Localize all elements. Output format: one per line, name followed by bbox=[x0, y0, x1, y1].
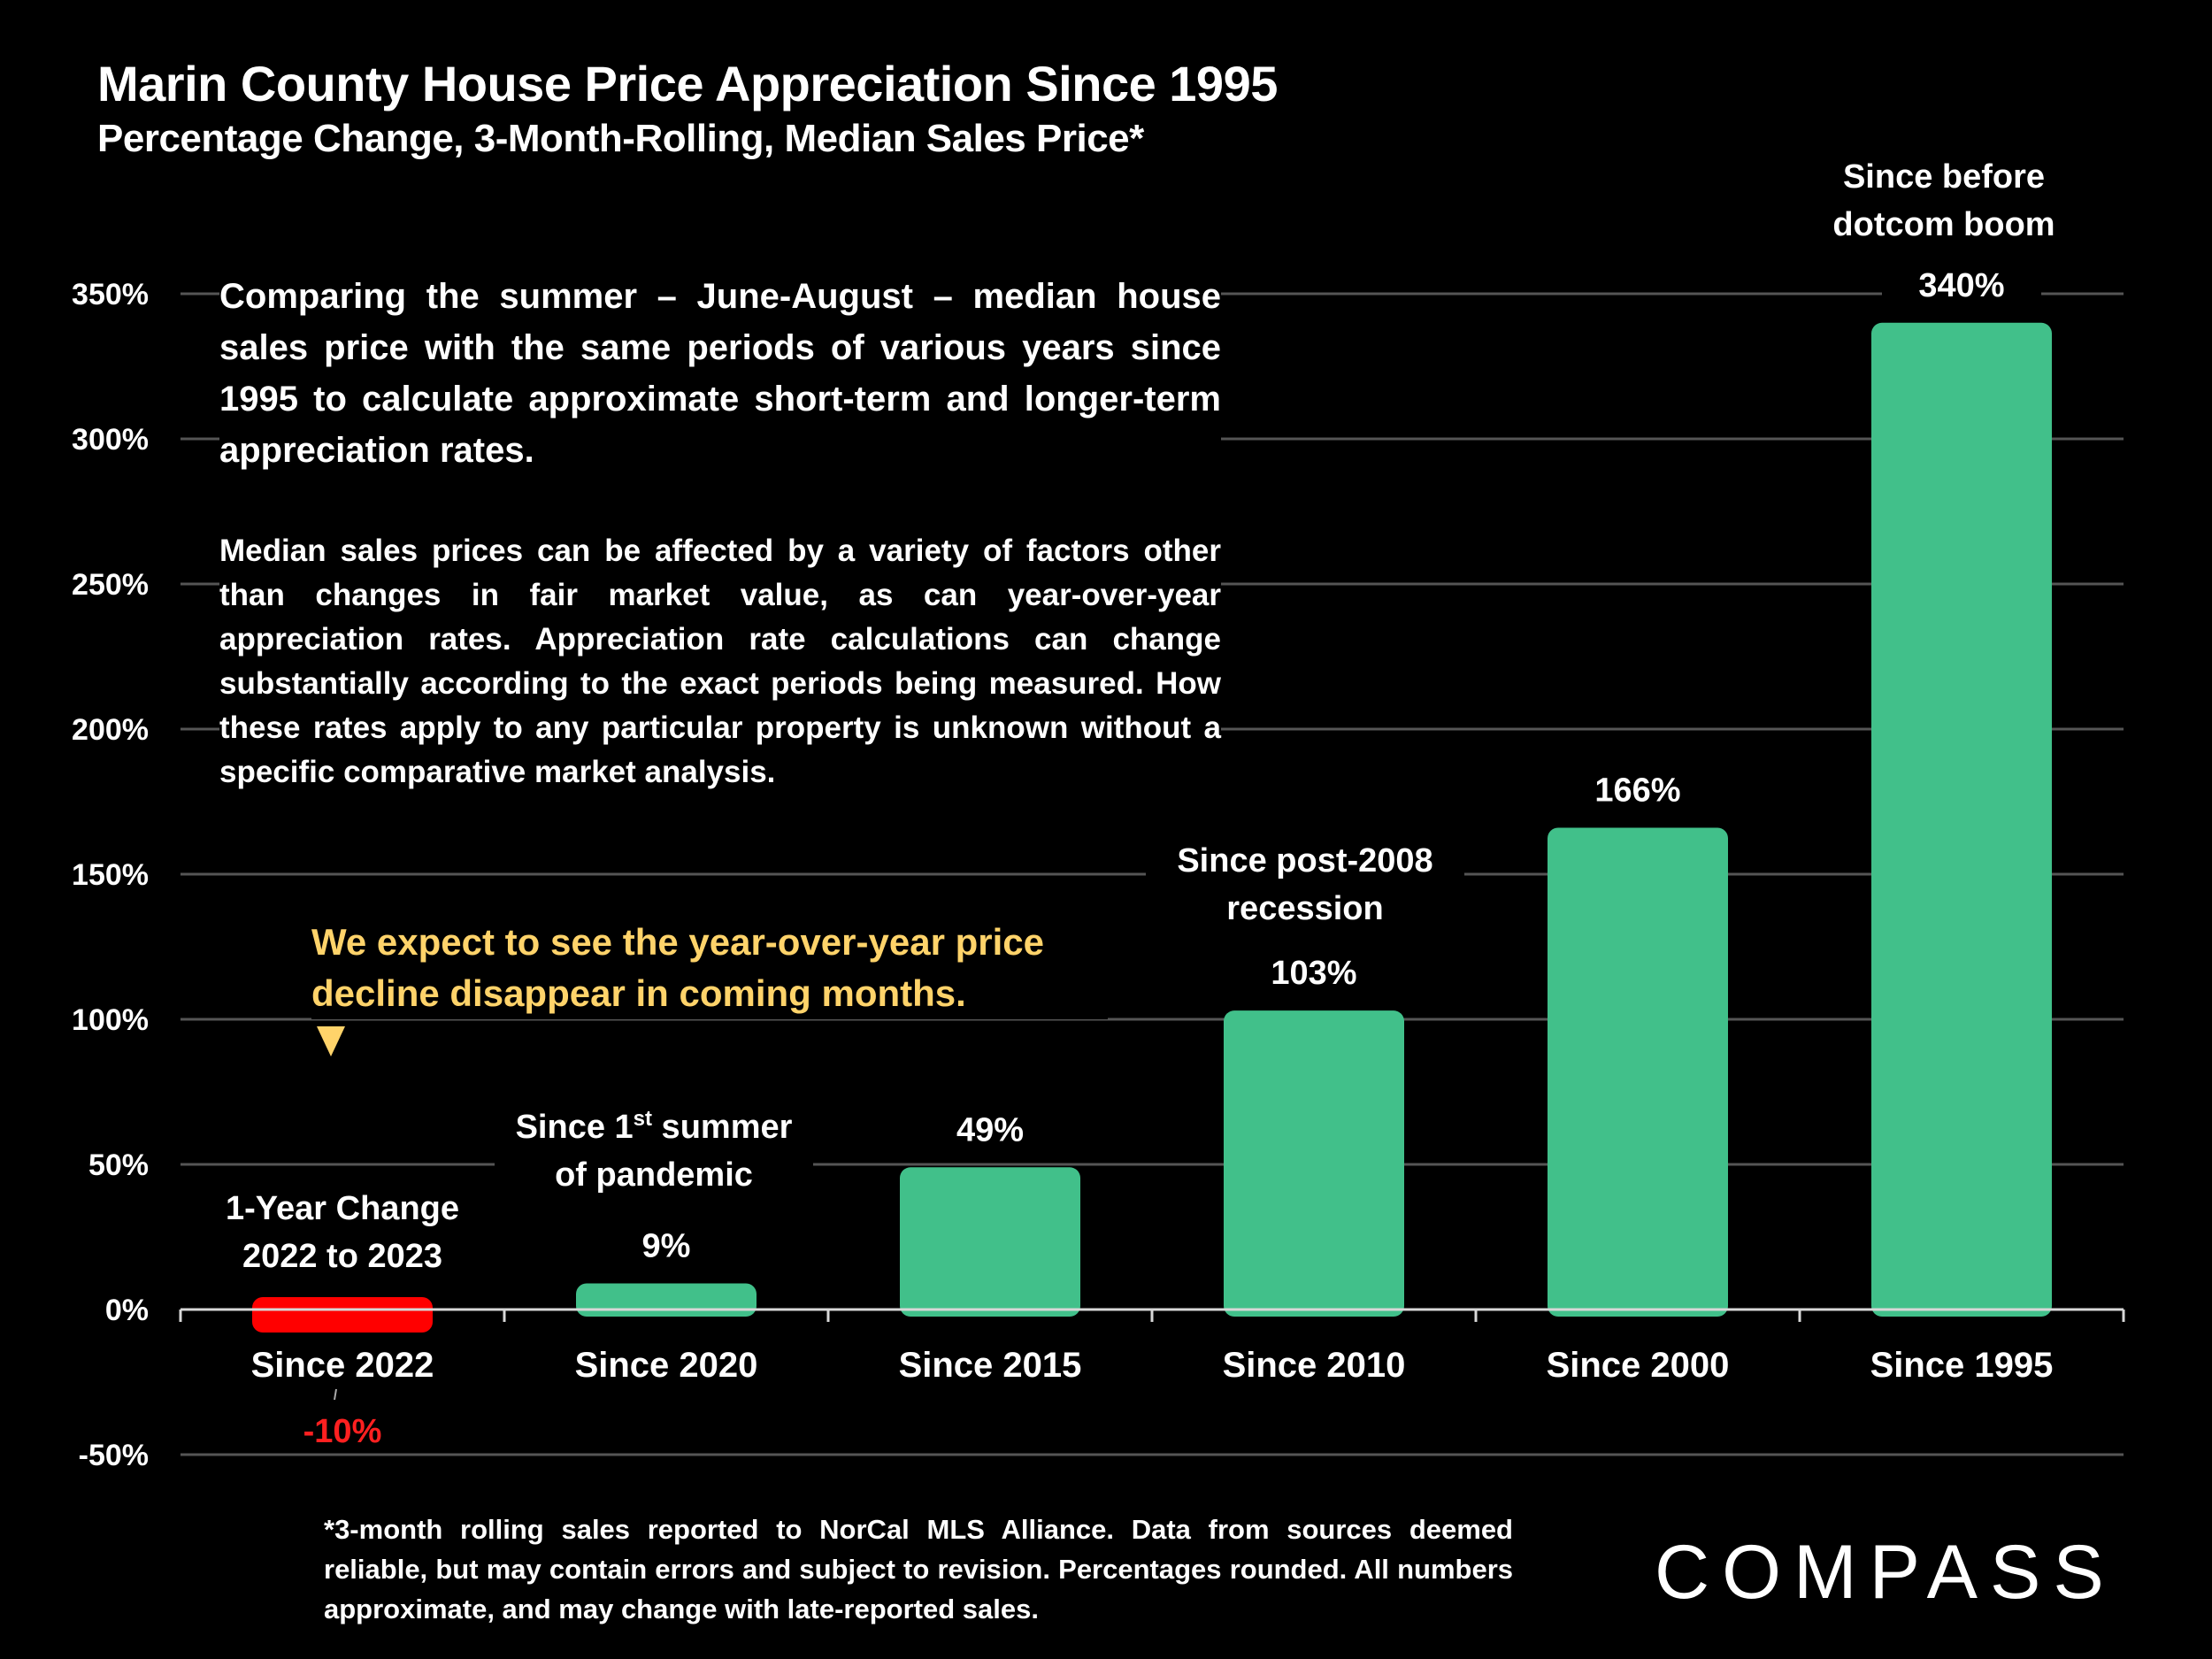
footnote: *3-month rolling sales reported to NorCa… bbox=[324, 1514, 1513, 1624]
value-label: 103% bbox=[1271, 955, 1356, 992]
compass-logo: COMPASS bbox=[1655, 1530, 2116, 1615]
annotation-bg bbox=[495, 1102, 813, 1150]
bar-since-2022 bbox=[252, 1297, 433, 1333]
y-tick-label: 150% bbox=[72, 858, 149, 892]
bar-since-2020 bbox=[576, 1283, 757, 1317]
x-category-label: Since 2010 bbox=[1223, 1346, 1406, 1385]
annotation-bg bbox=[1785, 200, 2103, 248]
y-tick-label: 250% bbox=[72, 568, 149, 602]
forecast-callout: We expect to see the year-over-year pric… bbox=[311, 917, 1108, 1019]
value-label: -10% bbox=[303, 1413, 382, 1450]
description-text: Comparing the summer – June-August – med… bbox=[219, 271, 1221, 476]
annotation-bg bbox=[1785, 152, 2103, 200]
y-tick-label: -50% bbox=[79, 1439, 149, 1472]
x-category-label: Since 2022 bbox=[251, 1346, 434, 1385]
y-tick-label: 100% bbox=[72, 1003, 149, 1037]
annotation-bg bbox=[1146, 836, 1464, 884]
bar-annotation: 2022 to 2023 bbox=[242, 1238, 442, 1275]
bar-annotation: 1-Year Change bbox=[226, 1190, 459, 1227]
y-tick-label: 350% bbox=[72, 278, 149, 311]
bar-since-2000 bbox=[1548, 827, 1728, 1317]
annotation-bg bbox=[183, 1232, 502, 1279]
bar-since-1995 bbox=[1871, 322, 2052, 1317]
leader-line bbox=[334, 1388, 337, 1401]
chart-title: Marin County House Price Appreciation Si… bbox=[97, 56, 1278, 111]
annotation-bg bbox=[1146, 884, 1464, 932]
annotation-bg bbox=[495, 1150, 813, 1198]
value-label: 9% bbox=[642, 1227, 691, 1264]
value-label: 166% bbox=[1594, 772, 1680, 810]
caveat-text: Median sales prices can be affected by a… bbox=[219, 529, 1221, 795]
value-label: 340% bbox=[1918, 267, 2004, 304]
y-tick-label: 50% bbox=[88, 1148, 149, 1182]
annotation-rest: summer bbox=[652, 1109, 793, 1146]
bar-since-2015 bbox=[900, 1167, 1080, 1317]
y-tick-label: 300% bbox=[72, 423, 149, 457]
value-label: 49% bbox=[956, 1111, 1024, 1148]
bar-annotation: recession bbox=[1226, 890, 1383, 927]
bar-since-2010 bbox=[1224, 1010, 1404, 1317]
y-tick-label: 200% bbox=[72, 713, 149, 747]
annotation-bg bbox=[183, 1184, 502, 1232]
chart-subtitle: Percentage Change, 3-Month-Rolling, Medi… bbox=[97, 117, 1144, 160]
bar-annotation: of pandemic bbox=[555, 1156, 753, 1194]
bar-annotation: Since post-2008 bbox=[1177, 842, 1432, 879]
value-label-bg bbox=[1882, 257, 2041, 309]
x-category-label: Since 2015 bbox=[899, 1346, 1082, 1385]
bar-annotation: dotcom boom bbox=[1832, 206, 2055, 243]
superscript: st bbox=[634, 1107, 652, 1131]
bar-annotation: Since before bbox=[1843, 158, 2045, 196]
x-category-label: Since 2000 bbox=[1547, 1346, 1730, 1385]
x-category-label: Since 2020 bbox=[575, 1346, 758, 1385]
y-tick-label: 0% bbox=[105, 1294, 149, 1327]
x-category-label: Since 1995 bbox=[1870, 1346, 2054, 1385]
down-arrow-icon bbox=[317, 1026, 345, 1056]
bar-annotation: Since 1st summer bbox=[516, 1107, 793, 1146]
